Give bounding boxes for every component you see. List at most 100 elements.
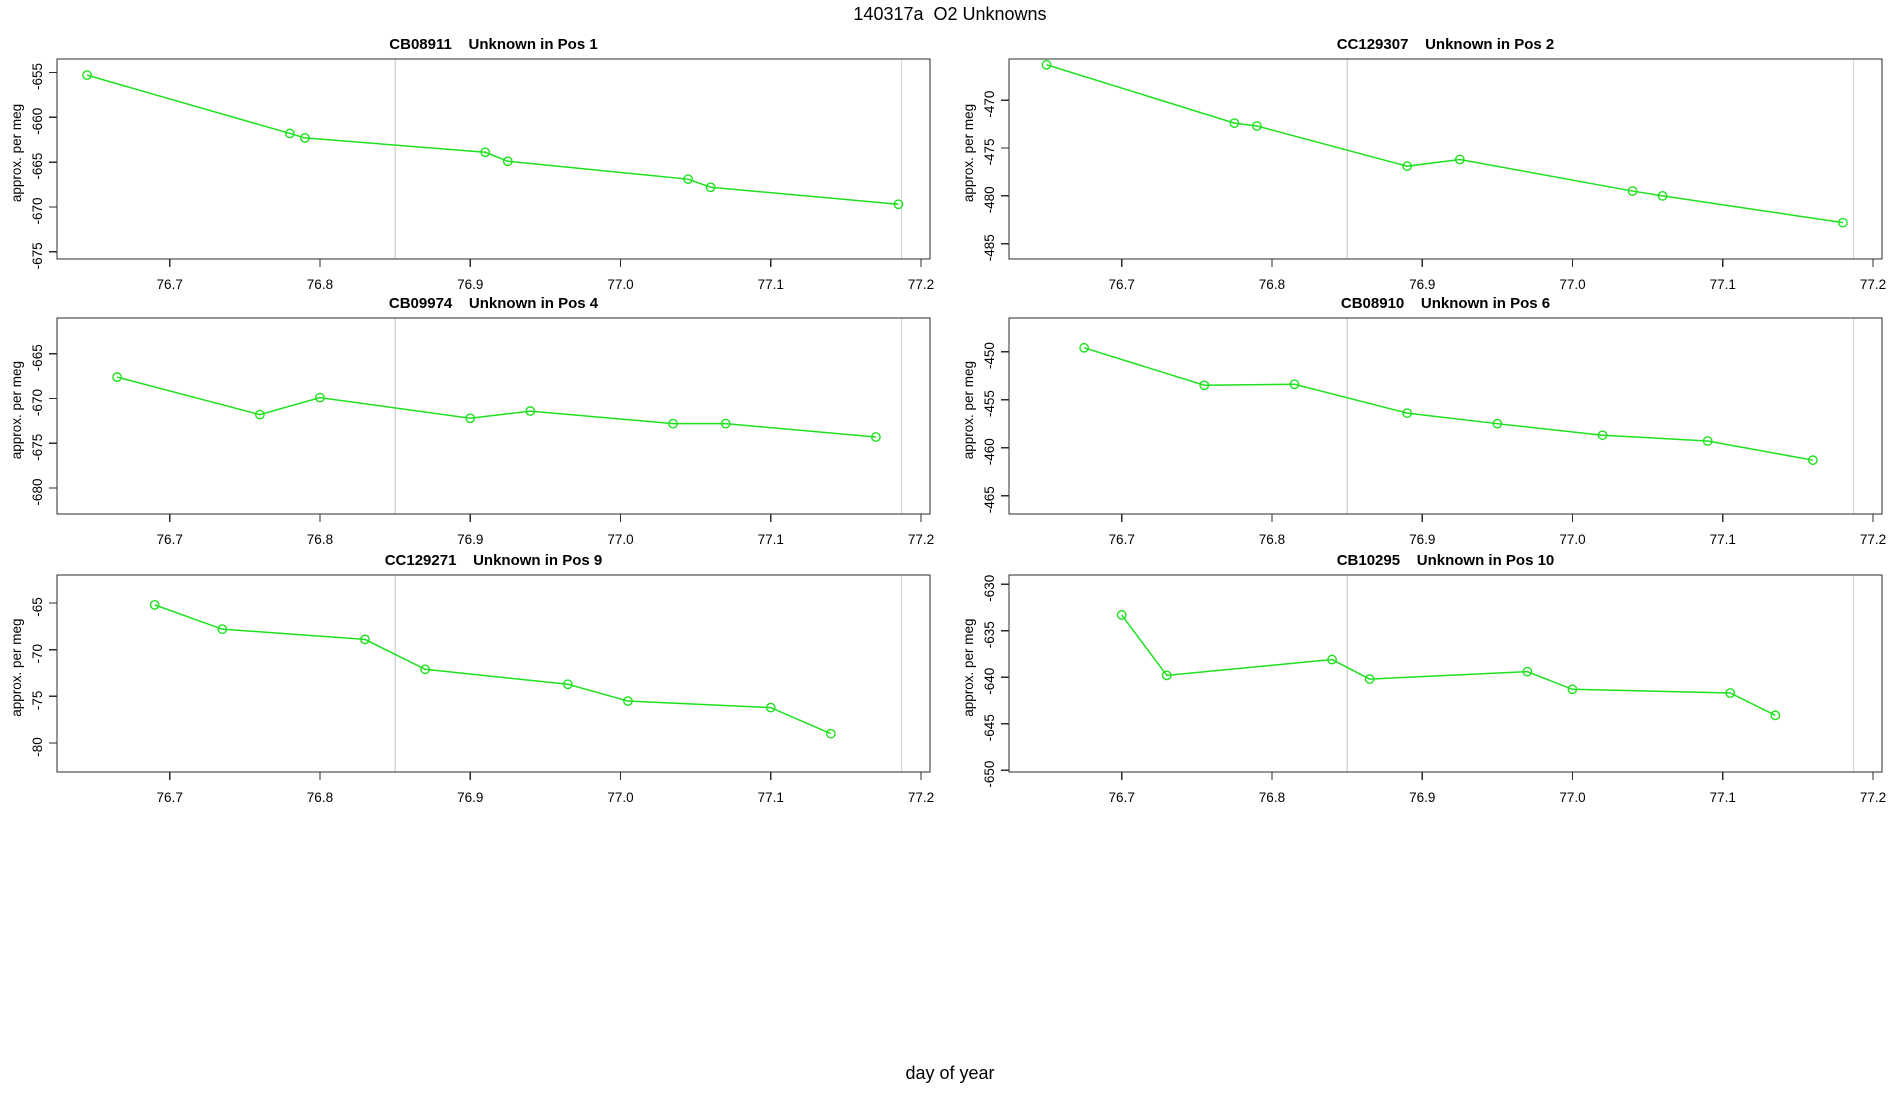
x-axis-label: day of year bbox=[905, 1063, 995, 1083]
x-tick-label: 76.9 bbox=[457, 790, 483, 805]
x-tick-label: 76.7 bbox=[157, 532, 183, 547]
data-point bbox=[360, 634, 370, 645]
y-tick-label: -670 bbox=[30, 389, 45, 416]
y-axis-name: approx. per meg bbox=[961, 104, 976, 202]
data-point bbox=[871, 432, 881, 442]
data-point bbox=[623, 696, 633, 706]
data-point bbox=[300, 133, 310, 143]
y-axis-name: approx. per meg bbox=[961, 618, 976, 716]
panel-title: CB08910 Unknown in Pos 6 bbox=[1341, 295, 1550, 312]
x-tick-label: 76.8 bbox=[307, 532, 333, 547]
data-point bbox=[1199, 380, 1210, 391]
data-point bbox=[893, 199, 904, 210]
y-tick-label: -645 bbox=[982, 714, 997, 741]
data-point bbox=[1492, 418, 1503, 429]
data-point bbox=[217, 624, 228, 635]
x-tick-label: 77.2 bbox=[1860, 277, 1886, 292]
panel-title: CB08911 Unknown in Pos 1 bbox=[389, 36, 597, 53]
panel-CB08911: 76.7 76.8 76.9 77.0 77.1 77.2 -675 -670 -665 -660… bbox=[9, 36, 934, 292]
data-line bbox=[116, 376, 876, 438]
data-point bbox=[1041, 59, 1052, 70]
x-tick-label: 77.2 bbox=[1860, 790, 1886, 805]
x-tick-label: 76.7 bbox=[157, 277, 183, 292]
y-tick-label: -470 bbox=[982, 91, 997, 118]
x-tick-label: 77.1 bbox=[1710, 532, 1736, 547]
data-line bbox=[154, 604, 832, 735]
data-point bbox=[1807, 455, 1818, 466]
data-point bbox=[765, 702, 776, 713]
x-tick-label: 76.8 bbox=[307, 277, 333, 292]
plot-border bbox=[56, 574, 931, 773]
data-point bbox=[525, 406, 536, 416]
data-point bbox=[285, 128, 295, 139]
x-tick-label: 76.8 bbox=[1259, 277, 1285, 292]
y-tick-label: -660 bbox=[30, 108, 45, 135]
panel-CC129271: 76.7 76.8 76.9 77.0 77.1 77.2 -80 -75 -70 -65 appr… bbox=[9, 552, 934, 805]
x-tick-label: 77.0 bbox=[607, 277, 633, 292]
y-tick-label: -665 bbox=[30, 153, 45, 180]
y-tick-label: -655 bbox=[30, 63, 45, 90]
plot-border bbox=[1008, 58, 1883, 260]
data-point bbox=[1327, 654, 1337, 665]
plot-border bbox=[56, 58, 931, 260]
x-tick-label: 77.1 bbox=[1710, 790, 1736, 805]
plot-border bbox=[1008, 574, 1883, 773]
data-point bbox=[1770, 710, 1781, 721]
data-point bbox=[502, 156, 513, 167]
x-tick-label: 77.0 bbox=[607, 532, 633, 547]
panel-CB10295: 76.7 76.8 76.9 77.0 77.1 77.2 -650 -645 -640 -635… bbox=[961, 552, 1886, 805]
y-tick-label: -480 bbox=[982, 186, 997, 213]
y-tick-label: -650 bbox=[982, 761, 997, 788]
x-tick-label: 76.7 bbox=[1109, 532, 1135, 547]
data-point bbox=[720, 418, 731, 429]
panel-title: CB09974 Unknown in Pos 4 bbox=[389, 295, 599, 312]
data-point bbox=[1116, 610, 1127, 620]
data-point bbox=[1079, 342, 1090, 353]
y-tick-label: -640 bbox=[982, 668, 997, 695]
x-tick-label: 77.1 bbox=[758, 277, 784, 292]
x-tick-label: 76.7 bbox=[1109, 790, 1135, 805]
y-tick-label: -80 bbox=[30, 737, 45, 757]
data-point bbox=[1454, 154, 1465, 165]
x-tick-label: 76.8 bbox=[1259, 532, 1285, 547]
panel-title: CB10295 Unknown in Pos 10 bbox=[1337, 552, 1555, 569]
data-point bbox=[1838, 217, 1848, 228]
y-axis-name: approx. per meg bbox=[9, 618, 24, 716]
x-tick-label: 77.0 bbox=[1559, 277, 1585, 292]
x-tick-label: 77.0 bbox=[607, 790, 633, 805]
data-point bbox=[825, 728, 836, 739]
data-point bbox=[705, 182, 716, 193]
y-tick-label: -465 bbox=[982, 486, 997, 513]
x-tick-label: 77.1 bbox=[758, 532, 784, 547]
plot-border bbox=[1008, 317, 1883, 515]
y-tick-label: -75 bbox=[30, 691, 45, 711]
x-tick-label: 77.1 bbox=[1710, 277, 1736, 292]
x-tick-label: 76.7 bbox=[157, 790, 183, 805]
x-tick-label: 77.1 bbox=[758, 790, 784, 805]
plot-border bbox=[56, 317, 931, 515]
panel-CB09974: 76.7 76.8 76.9 77.0 77.1 77.2 -680 -675 -670 -665… bbox=[9, 295, 934, 547]
x-tick-label: 77.0 bbox=[1559, 790, 1585, 805]
data-point bbox=[1161, 670, 1172, 681]
y-tick-label: -485 bbox=[982, 234, 997, 261]
data-point bbox=[1402, 161, 1413, 172]
y-tick-label: -65 bbox=[30, 597, 45, 617]
y-tick-label: -635 bbox=[982, 621, 997, 648]
y-tick-label: -460 bbox=[982, 438, 997, 465]
x-tick-label: 77.2 bbox=[1860, 532, 1886, 547]
y-tick-label: -670 bbox=[30, 197, 45, 224]
y-tick-label: -675 bbox=[30, 434, 45, 461]
data-point bbox=[315, 392, 325, 403]
data-point bbox=[1627, 186, 1638, 196]
y-tick-label: -70 bbox=[30, 644, 45, 664]
y-tick-label: -475 bbox=[982, 138, 997, 165]
x-tick-label: 76.8 bbox=[1259, 790, 1285, 805]
y-tick-label: -680 bbox=[30, 479, 45, 506]
x-tick-label: 77.2 bbox=[908, 277, 934, 292]
x-tick-label: 77.0 bbox=[1559, 532, 1585, 547]
data-point bbox=[1567, 684, 1578, 695]
data-line bbox=[86, 74, 899, 206]
data-point bbox=[1289, 379, 1300, 390]
data-point bbox=[668, 418, 678, 429]
